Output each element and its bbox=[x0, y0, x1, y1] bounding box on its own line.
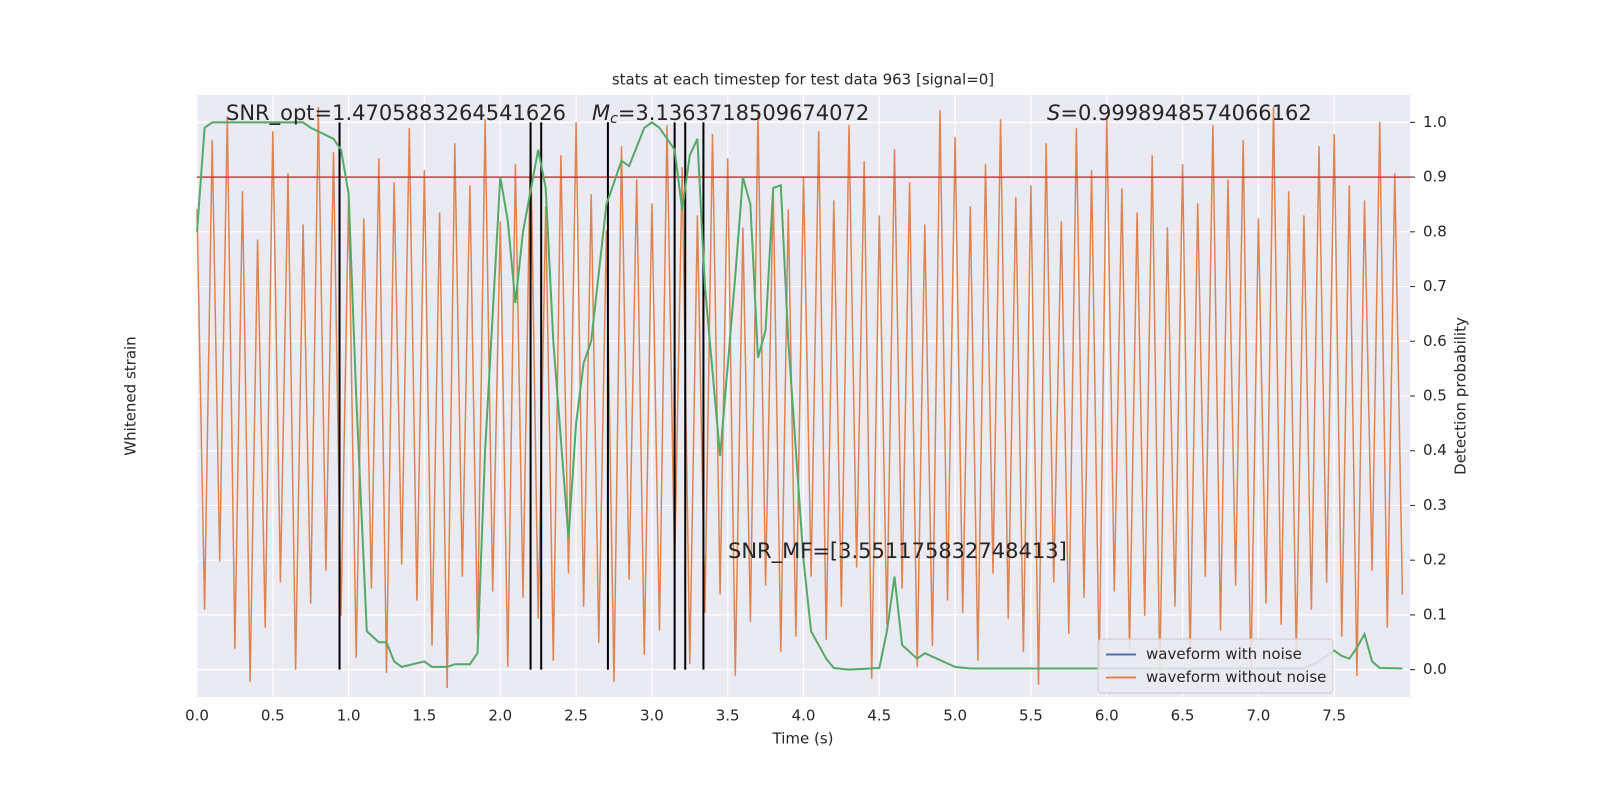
x-tick-label: 4.5 bbox=[867, 707, 891, 725]
y2-tick-label: 0.1 bbox=[1423, 605, 1447, 623]
annotation: S=0.9998948574066162 bbox=[1047, 101, 1312, 125]
annotation-text: =0.9998948574066162 bbox=[1060, 101, 1311, 125]
x-tick-label: 5.5 bbox=[1019, 707, 1043, 725]
x-tick-label: 6.0 bbox=[1095, 707, 1119, 725]
x-tick-label: 6.5 bbox=[1171, 707, 1195, 725]
y2-tick-label: 0.2 bbox=[1423, 551, 1447, 569]
x-tick-label: 1.0 bbox=[337, 707, 361, 725]
annotation: SNR_opt=1.4705883264541626 bbox=[226, 101, 566, 126]
annotation: SNR_MF=[3.551175832748413] bbox=[728, 539, 1067, 564]
x-tick-label: 2.5 bbox=[564, 707, 588, 725]
y2-tick-label: 1.0 bbox=[1423, 113, 1447, 131]
x-tick-label: 3.0 bbox=[640, 707, 664, 725]
y2-tick-label: 0.7 bbox=[1423, 277, 1447, 295]
x-tick-label: 5.0 bbox=[943, 707, 967, 725]
y2-tick-label: 0.5 bbox=[1423, 387, 1447, 405]
x-tick-label: 0.0 bbox=[185, 707, 209, 725]
x-tick-label: 3.5 bbox=[716, 707, 740, 725]
y2-tick-label: 0.6 bbox=[1423, 332, 1447, 350]
x-tick-label: 0.5 bbox=[261, 707, 285, 725]
y2-axis-label: Detection probability bbox=[1452, 317, 1470, 475]
x-tick-label: 7.0 bbox=[1246, 707, 1270, 725]
y2-tick-label: 0.9 bbox=[1423, 168, 1447, 186]
x-tick-label: 7.5 bbox=[1322, 707, 1346, 725]
y-axis-label: Whitened strain bbox=[122, 336, 140, 455]
series-line bbox=[196, 121, 1403, 671]
legend-box bbox=[1097, 638, 1334, 694]
y2-tick-label: 0.8 bbox=[1423, 222, 1447, 240]
x-tick-label: 4.0 bbox=[792, 707, 816, 725]
annotation-symbol: S bbox=[1047, 101, 1060, 125]
x-axis-label: Time (s) bbox=[772, 730, 834, 748]
annotation-subscript: c bbox=[610, 111, 618, 127]
x-tick-label: 1.5 bbox=[413, 707, 437, 725]
chart-title: stats at each timestep for test data 963… bbox=[612, 71, 994, 89]
annotation: Mc=3.1363718509674072 bbox=[592, 101, 869, 127]
legend-label: waveform with noise bbox=[1146, 645, 1302, 663]
legend-label: waveform without noise bbox=[1146, 668, 1326, 686]
y2-tick-label: 0.3 bbox=[1423, 496, 1447, 514]
x-tick-label: 2.0 bbox=[488, 707, 512, 725]
annotation-symbol: M bbox=[592, 101, 610, 125]
y2-tick-label: 0.4 bbox=[1423, 441, 1447, 459]
series-line bbox=[196, 106, 1404, 689]
y2-tick-label: 0.0 bbox=[1423, 660, 1447, 678]
annotation-text: =3.1363718509674072 bbox=[618, 101, 869, 125]
